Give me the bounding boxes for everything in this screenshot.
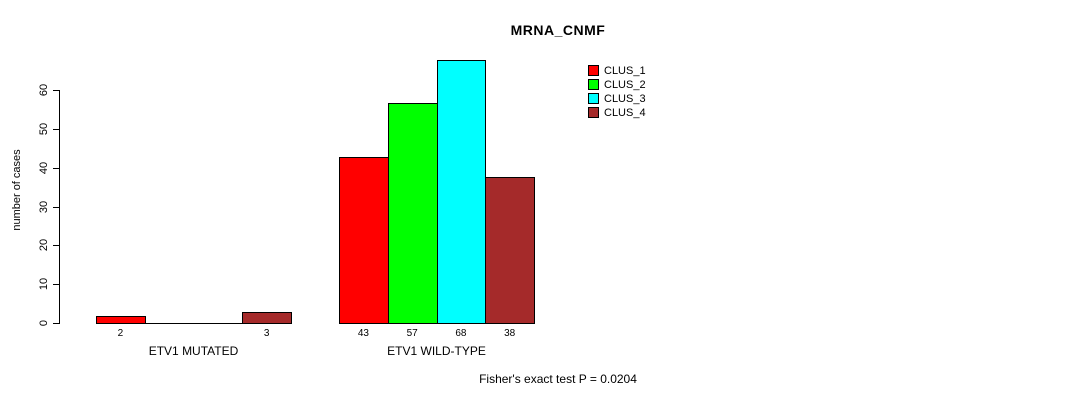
bar-value-label: 38 <box>504 328 516 339</box>
y-tick-label: 40 <box>38 161 50 174</box>
bar-clus_1-etv1-wild-type <box>339 157 389 324</box>
legend-swatch-clus_4 <box>588 107 599 118</box>
legend-row: CLUS_3 <box>588 92 646 105</box>
y-tick-mark <box>53 323 59 324</box>
bar-value-label: 2 <box>117 328 124 339</box>
legend-label: CLUS_2 <box>604 78 646 91</box>
category-label-etv1-wild-type: ETV1 WILD-TYPE <box>387 344 486 358</box>
bar-value-label: 68 <box>455 328 467 339</box>
legend-label: CLUS_4 <box>604 106 646 119</box>
bar-zero-clus_3 <box>193 323 244 324</box>
bar-clus_3-etv1-wild-type <box>436 60 487 324</box>
bar-clus_1-etv1-mutated <box>96 316 146 324</box>
y-tick-label: 30 <box>38 200 50 213</box>
y-axis-line <box>59 90 60 324</box>
legend-row: CLUS_2 <box>588 78 646 91</box>
y-tick-label: 60 <box>38 84 50 97</box>
legend-row: CLUS_1 <box>588 64 646 77</box>
legend: CLUS_1 CLUS_2 CLUS_3 CLUS_4 <box>588 65 646 121</box>
y-tick-label: 0 <box>38 319 50 327</box>
y-tick-mark <box>53 90 59 92</box>
chart-title: MRNA_CNMF <box>510 22 606 38</box>
y-tick-label: 50 <box>38 122 50 136</box>
legend-swatch-clus_3 <box>588 93 599 104</box>
legend-swatch-clus_2 <box>588 79 599 90</box>
legend-label: CLUS_3 <box>604 92 646 105</box>
bar-clus_4-etv1-mutated <box>242 312 292 324</box>
legend-swatch-clus_1 <box>588 65 599 76</box>
bar-value-label: 43 <box>357 328 369 339</box>
legend-label: CLUS_1 <box>604 64 646 77</box>
bar-zero-clus_2 <box>144 323 195 324</box>
bar-clus_4-etv1-wild-type <box>485 177 535 324</box>
y-axis-title: number of cases <box>11 149 23 231</box>
category-label-etv1-mutated: ETV1 MUTATED <box>148 344 239 358</box>
bar-clus_2-etv1-wild-type <box>387 103 438 324</box>
bar-value-label: 3 <box>263 328 270 339</box>
legend-row: CLUS_4 <box>588 106 646 119</box>
y-tick-mark <box>53 284 59 286</box>
y-tick-label: 20 <box>38 239 50 252</box>
y-tick-mark <box>53 245 59 247</box>
y-tick-label: 10 <box>38 278 50 291</box>
y-tick-mark <box>53 206 59 208</box>
bar-value-label: 57 <box>406 328 418 339</box>
y-tick-mark <box>53 129 59 130</box>
annotation-text: Fisher's exact test P = 0.0204 <box>479 372 637 386</box>
y-tick-mark <box>53 167 59 169</box>
